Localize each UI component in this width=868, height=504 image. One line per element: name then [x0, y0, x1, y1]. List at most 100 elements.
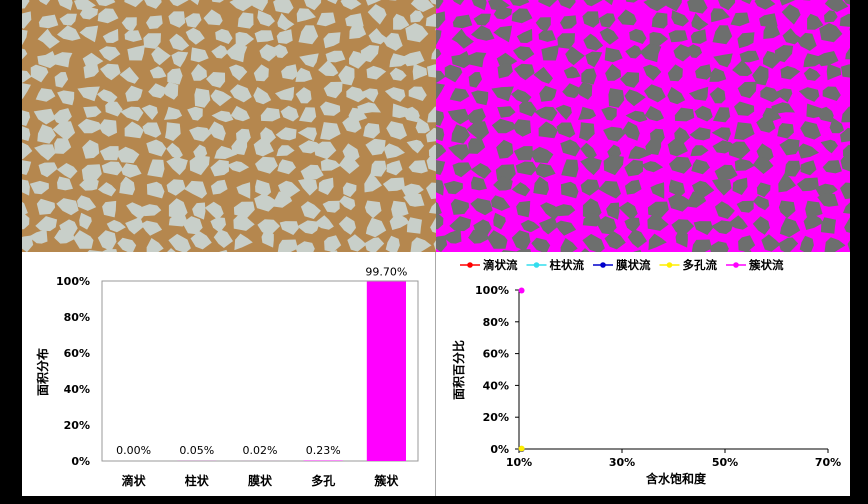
grain — [449, 88, 470, 102]
grain — [443, 180, 463, 195]
grain — [95, 0, 116, 7]
grain — [389, 212, 410, 230]
grain — [824, 237, 846, 253]
grain — [348, 107, 368, 122]
grain — [673, 44, 690, 62]
scatter-ytick-label: 80% — [483, 316, 509, 329]
grain — [695, 64, 712, 80]
grain — [797, 143, 819, 159]
bar-data-label: 99.70% — [365, 266, 407, 279]
grain — [555, 204, 576, 217]
grain — [190, 231, 212, 250]
grain — [493, 175, 513, 191]
grain — [519, 101, 537, 117]
grain — [382, 177, 405, 192]
legend-marker — [600, 262, 606, 268]
grain — [389, 0, 397, 1]
grain — [668, 30, 688, 43]
grain — [687, 0, 708, 14]
scatter-xtick-label: 10% — [506, 456, 532, 469]
grain — [52, 121, 76, 141]
grain — [468, 229, 489, 244]
grain — [709, 87, 726, 104]
grain — [393, 13, 410, 30]
grain — [516, 200, 531, 218]
grain — [297, 220, 320, 235]
grain — [357, 102, 381, 115]
legend-marker — [467, 262, 473, 268]
bar-category-label: 多孔 — [311, 473, 335, 488]
scatter-chart: 滴状流 柱状流 膜状流 多孔流 簇状流 0% 20% 40% 60% 80% 100% 10% 30… — [451, 258, 841, 486]
grain — [710, 8, 730, 23]
grain — [298, 178, 318, 196]
grain — [782, 28, 802, 45]
grain — [99, 146, 119, 161]
grain — [257, 219, 281, 237]
grain — [117, 237, 137, 254]
grain — [752, 156, 774, 174]
grain — [578, 106, 597, 120]
grain — [644, 105, 664, 122]
grain — [276, 145, 295, 157]
bar-ytick-label: 60% — [64, 347, 90, 360]
grain — [760, 86, 781, 103]
grain — [779, 138, 800, 156]
grain — [778, 237, 799, 254]
grain — [691, 239, 712, 253]
grain — [37, 28, 60, 49]
grain — [643, 0, 668, 12]
grain — [529, 146, 554, 164]
grain — [624, 217, 640, 233]
grain — [227, 161, 250, 173]
grain — [580, 156, 602, 176]
grain — [734, 158, 755, 171]
grain — [210, 89, 232, 107]
grain — [495, 164, 516, 181]
grain — [184, 13, 202, 28]
grain — [639, 43, 662, 63]
grain — [101, 161, 123, 176]
grain — [491, 86, 514, 102]
grain — [774, 45, 794, 63]
grain — [204, 201, 224, 221]
grain — [538, 121, 558, 139]
grain — [82, 52, 104, 68]
grain — [761, 234, 781, 252]
grain — [493, 25, 513, 43]
grain — [260, 107, 281, 122]
grain — [401, 106, 420, 123]
grain — [730, 12, 750, 27]
grain — [51, 52, 73, 68]
grain — [146, 238, 164, 255]
grain — [189, 126, 212, 142]
grain — [253, 86, 272, 105]
grain — [318, 177, 334, 195]
grain — [214, 145, 238, 159]
grain — [281, 64, 298, 80]
grain — [77, 195, 97, 211]
grain — [169, 0, 189, 7]
charts-panel: 0% 20% 40% 60% 80% 100% 0.00% 0.05% 0.02% 0.23% 9… — [22, 252, 850, 496]
grain — [149, 66, 167, 79]
grain — [277, 159, 296, 175]
grain — [210, 159, 229, 177]
grain — [784, 160, 801, 177]
grain — [37, 124, 56, 144]
grain — [211, 110, 234, 123]
grain — [556, 122, 576, 138]
grain — [327, 0, 338, 5]
grain — [271, 44, 289, 58]
grain — [648, 233, 667, 251]
grain — [820, 139, 838, 154]
grain — [466, 121, 490, 141]
grain — [127, 45, 145, 61]
legend-marker — [666, 262, 673, 268]
grain — [166, 142, 183, 159]
grain — [115, 146, 140, 164]
grain — [54, 72, 69, 88]
grain — [383, 143, 405, 159]
grain — [643, 64, 662, 81]
scatter-ylabel: 面积百分比 — [451, 340, 466, 400]
grain — [599, 27, 619, 45]
grain — [279, 221, 299, 235]
